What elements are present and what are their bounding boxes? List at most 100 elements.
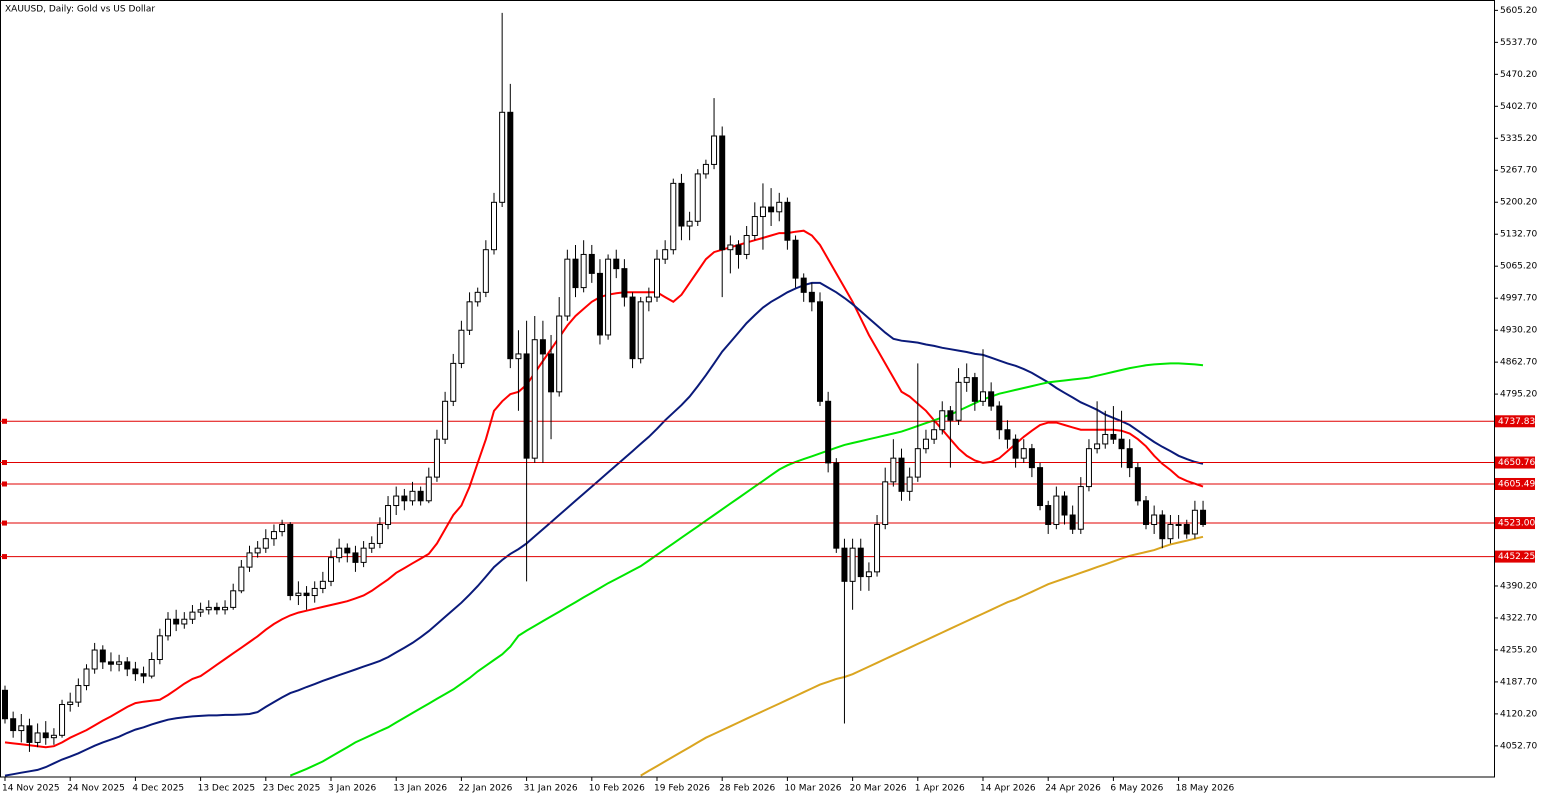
candle-body (898, 457, 905, 492)
candle-body (629, 296, 636, 360)
moving-average-line (4, 229, 1204, 749)
candle-body (238, 566, 245, 592)
candle-body (580, 253, 587, 289)
candle-body (1004, 429, 1011, 440)
candle-body (1167, 523, 1174, 540)
level-label: 4737.83 (1498, 417, 1535, 427)
y-tick-label: 4120.20 (1500, 709, 1537, 719)
x-tick-label: 20 Mar 2026 (850, 784, 907, 794)
candle-body (360, 547, 367, 563)
level-marker (2, 520, 7, 526)
candle-body (409, 490, 416, 502)
candle-body (148, 659, 155, 677)
level-label: 4452.25 (1498, 552, 1535, 562)
candle-body (1061, 495, 1068, 516)
x-tick-label: 3 Jan 2026 (328, 784, 376, 794)
plot-frame (0, 0, 1495, 778)
candle-body (1151, 514, 1158, 525)
candle-body (654, 258, 660, 298)
level-marker (2, 460, 7, 466)
candle-body (270, 531, 277, 540)
candle-body (393, 495, 400, 507)
candle-body (295, 592, 302, 597)
candle-body (939, 410, 946, 431)
candle-body (702, 163, 709, 175)
candle-body (817, 301, 823, 402)
moving-average-line (640, 535, 1204, 777)
candle-body (727, 244, 734, 251)
candle-body (800, 277, 807, 293)
candle-body (466, 301, 473, 331)
candle-body (385, 505, 392, 525)
candle-body (482, 249, 489, 293)
candle-body (140, 673, 147, 677)
x-tick-label: 31 Jan 2026 (524, 784, 578, 794)
candle-body (825, 400, 832, 464)
candle-body (1118, 438, 1125, 450)
candle-body (401, 495, 408, 502)
candle-body (189, 611, 196, 620)
candle-body (735, 244, 742, 255)
candle-body (776, 201, 783, 213)
candle-body (621, 268, 628, 298)
candle-body (18, 725, 25, 732)
candle-body (1110, 433, 1117, 440)
candle-body (34, 732, 41, 743)
candle-body (458, 329, 465, 364)
candle-body (841, 547, 848, 582)
candle-body (971, 377, 978, 402)
candle-body (686, 220, 693, 227)
x-tick-label: 13 Jan 2026 (393, 784, 447, 794)
candle-body (1012, 438, 1019, 459)
candle-body (491, 201, 497, 251)
candle-body (857, 547, 864, 578)
candle-body (26, 725, 33, 743)
candle-body (931, 429, 938, 440)
x-tick-label: 1 Apr 2026 (915, 784, 965, 794)
candle-body (91, 649, 98, 670)
candle-body (474, 291, 481, 303)
candle-body (1159, 514, 1166, 540)
candle-body (678, 182, 685, 227)
candle-body (2, 689, 8, 720)
candle-body (262, 538, 269, 549)
candle-body (83, 668, 90, 687)
candle-body (963, 377, 970, 383)
x-tick-label: 24 Apr 2026 (1045, 784, 1101, 794)
candle-body (173, 618, 180, 625)
candle-body (670, 182, 677, 251)
candle-body (59, 704, 66, 736)
candle-body (507, 111, 514, 360)
y-tick-label: 5132.70 (1500, 230, 1537, 240)
candle-body (955, 381, 962, 421)
x-tick-label: 22 Jan 2026 (458, 784, 512, 794)
candle-body (311, 587, 318, 597)
candle-body (99, 649, 106, 663)
candle-body (613, 258, 620, 270)
y-tick-label: 4322.70 (1500, 613, 1537, 623)
y-tick-label: 4187.70 (1500, 677, 1537, 687)
candle-body (1045, 505, 1052, 525)
candle-body (548, 353, 555, 393)
candle-body (230, 590, 237, 608)
candle-body (222, 606, 229, 611)
candle-body (450, 362, 457, 402)
level-label-box (1495, 550, 1535, 563)
y-tick-label: 4255.20 (1500, 645, 1537, 655)
candle-body (1094, 443, 1101, 450)
level-label: 4523.00 (1498, 519, 1535, 529)
level-label: 4650.76 (1498, 458, 1535, 468)
candle-body (914, 448, 921, 478)
level-marker (2, 481, 7, 487)
candle-body (75, 685, 82, 703)
x-tick-label: 23 Dec 2025 (263, 784, 321, 794)
candle-body (808, 291, 815, 303)
candle-body (116, 661, 123, 665)
y-tick-label: 5537.70 (1500, 38, 1537, 48)
candle-body (303, 592, 310, 597)
y-tick-label: 4795.20 (1500, 390, 1537, 400)
candle-body (694, 173, 701, 222)
x-tick-label: 6 May 2026 (1110, 784, 1163, 794)
candle-body (279, 523, 286, 533)
candle-body (165, 618, 171, 637)
